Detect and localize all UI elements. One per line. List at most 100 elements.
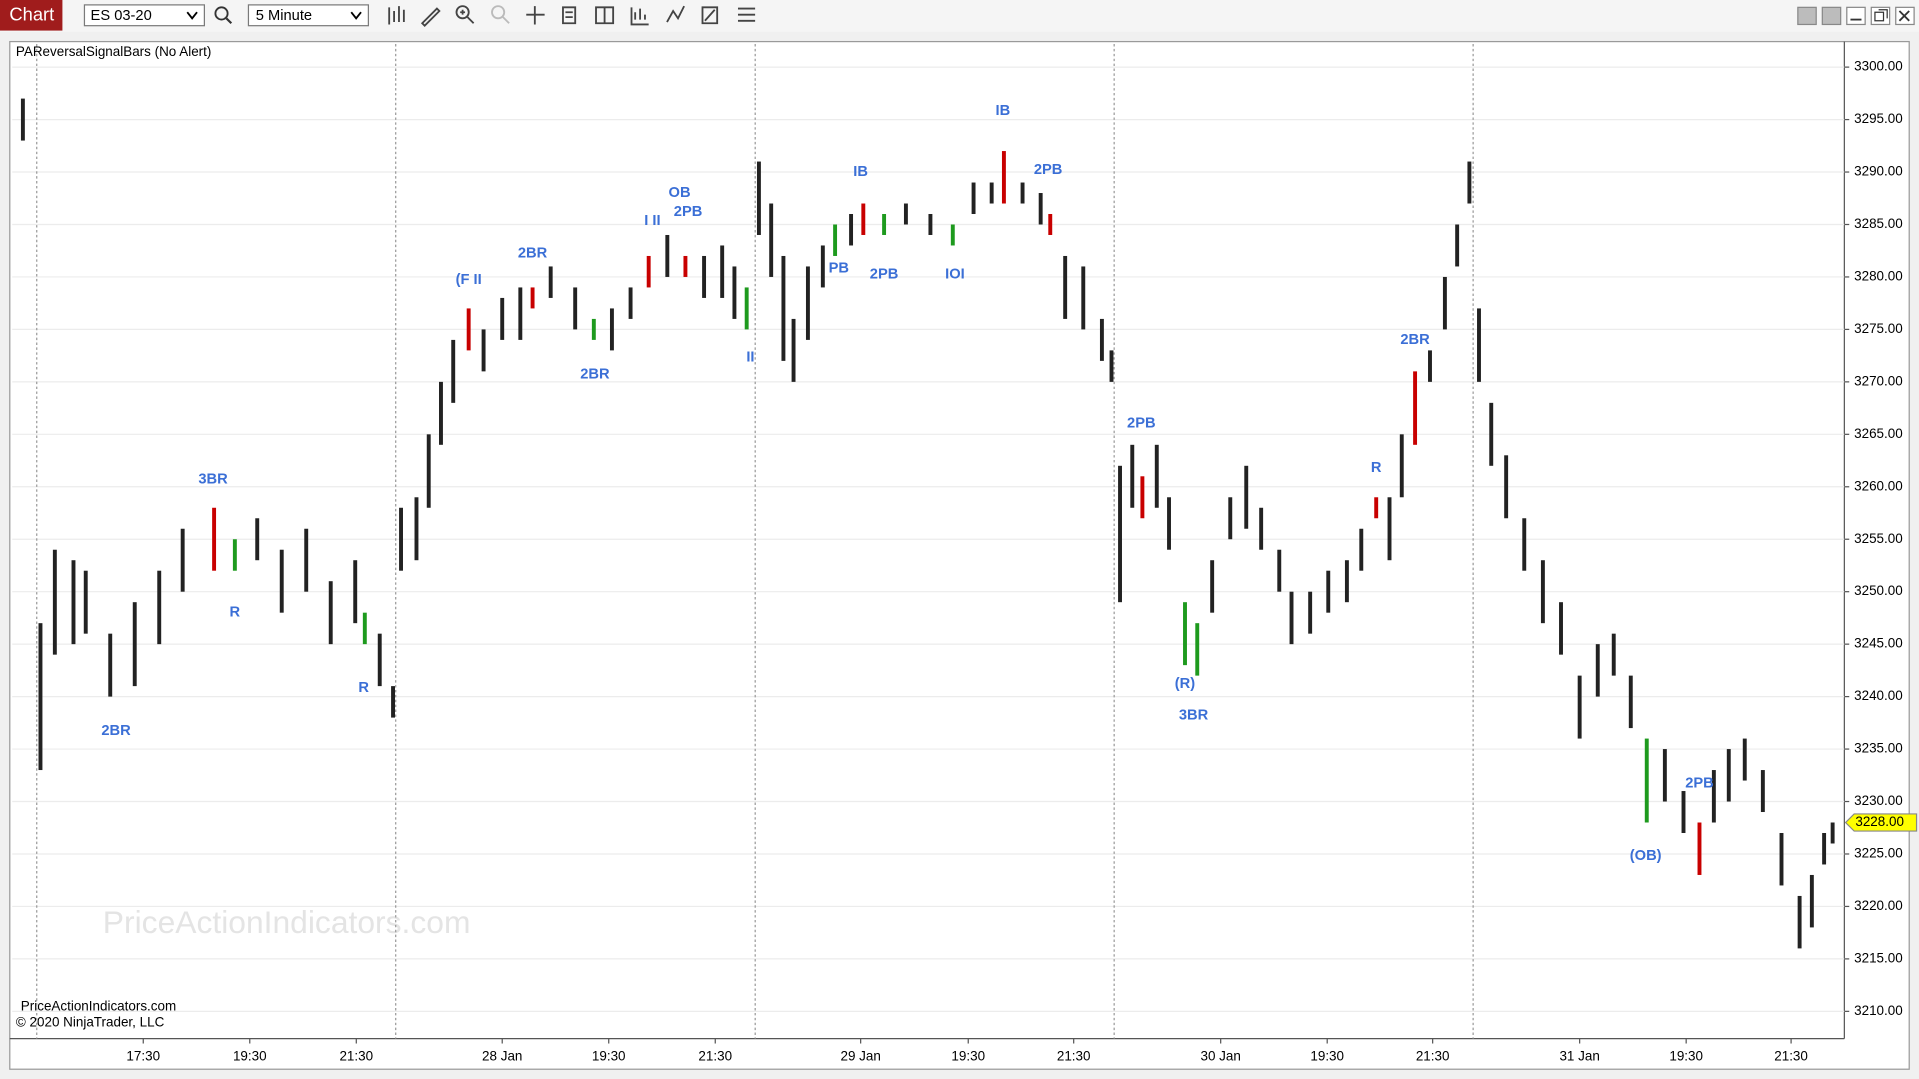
- y-tick-label: 3225.00: [1854, 846, 1903, 861]
- window-controls[interactable]: [1797, 6, 1915, 26]
- price-bar: [38, 623, 43, 771]
- price-bar: [882, 214, 887, 235]
- signal-label: IB: [996, 103, 1011, 119]
- price-bar: [391, 686, 395, 718]
- price-bar: [781, 255, 786, 361]
- chart-tab[interactable]: [0, 0, 63, 31]
- price-bar: [1711, 770, 1716, 823]
- x-tick-label: 19:30: [1310, 1049, 1344, 1064]
- signal-label: R: [1371, 460, 1382, 476]
- watermark: PriceActionIndicators.com: [103, 904, 471, 940]
- price-bar: [1442, 276, 1447, 330]
- signal-label: 2PB: [1685, 776, 1714, 792]
- price-bar: [279, 549, 284, 613]
- price-bar: [180, 528, 185, 592]
- y-tick-label: 3235.00: [1854, 741, 1903, 756]
- chart-panel: [9, 40, 1910, 1070]
- price-bar: [1681, 791, 1686, 833]
- price-bar: [1154, 444, 1159, 508]
- price-bar: [646, 255, 651, 288]
- price-bar: [1048, 214, 1053, 235]
- instrument-select[interactable]: [83, 4, 205, 27]
- price-bar: [132, 602, 137, 687]
- price-bar: [1477, 308, 1481, 382]
- price-bar: [255, 518, 260, 561]
- price-bar: [1742, 738, 1747, 781]
- price-bar: [1611, 633, 1616, 676]
- price-bar: [377, 633, 382, 687]
- price-bar: [769, 203, 774, 277]
- footer-site: PriceActionIndicators.com: [21, 998, 176, 1013]
- dropdown-arrow: [186, 11, 198, 20]
- instrument-label: ES 03-20: [91, 8, 152, 24]
- signal-label: 3BR: [1179, 707, 1209, 723]
- price-bar: [362, 612, 367, 645]
- signal-label: 2PB: [674, 204, 703, 220]
- price-bar: [108, 633, 113, 697]
- price-bar: [1822, 832, 1827, 865]
- toolbar-icons[interactable]: [388, 5, 756, 27]
- price-bar: [1183, 602, 1187, 666]
- x-tick-label: 17:30: [126, 1049, 160, 1064]
- price-bar: [1662, 749, 1667, 802]
- y-tick-label: 3215.00: [1854, 950, 1903, 965]
- y-tick-label: 3260.00: [1854, 478, 1903, 493]
- price-bar: [1289, 591, 1294, 645]
- y-tick-label: 3230.00: [1854, 793, 1903, 808]
- price-bar: [71, 560, 76, 645]
- y-tick-label: 3245.00: [1854, 636, 1903, 651]
- x-tick-label: 30 Jan: [1200, 1049, 1240, 1064]
- signal-label: 2PB: [1127, 416, 1156, 432]
- price-bar: [1779, 832, 1784, 886]
- x-tick-label: 19:30: [951, 1049, 985, 1064]
- price-bar: [1577, 675, 1582, 739]
- price-bar: [20, 98, 25, 141]
- price-bar: [1359, 528, 1364, 571]
- price-bar: [1387, 497, 1392, 561]
- signal-label: IB: [853, 164, 868, 180]
- y-tick-label: 3210.00: [1854, 1003, 1903, 1018]
- price-bar: [732, 266, 737, 319]
- y-tick-label: 3285.00: [1854, 216, 1903, 231]
- signal-label: I II: [644, 213, 660, 229]
- signal-label: (F II: [456, 272, 482, 288]
- price-bar: [928, 214, 933, 235]
- price-bar: [466, 308, 471, 351]
- price-bar: [683, 255, 688, 277]
- x-tick-label: 19:30: [233, 1049, 267, 1064]
- chart-tab-label: Chart: [9, 4, 54, 25]
- price-bar: [950, 224, 955, 246]
- signal-label: II: [746, 350, 754, 366]
- price-bar: [1167, 497, 1171, 550]
- price-bar: [756, 161, 761, 235]
- signal-label: 2BR: [518, 246, 548, 262]
- indicator-label: PAReversalSignalBars (No Alert): [16, 44, 211, 59]
- price-bar: [702, 255, 707, 298]
- price-bar: [1210, 560, 1215, 613]
- price-bar: [609, 308, 614, 351]
- price-bar: [1540, 560, 1545, 624]
- x-tick-label: 21:30: [1416, 1049, 1450, 1064]
- price-bar: [1099, 318, 1104, 361]
- search-icon[interactable]: [214, 6, 229, 21]
- price-bar: [304, 528, 309, 592]
- x-tick-label: 21:30: [339, 1049, 373, 1064]
- signal-label: (OB): [1630, 848, 1662, 864]
- interval-select[interactable]: [247, 4, 369, 27]
- dropdown-arrow: [350, 11, 362, 20]
- y-tick-label: 3265.00: [1854, 426, 1903, 441]
- price-bar: [1140, 476, 1145, 519]
- price-bar: [1489, 402, 1494, 466]
- price-bar: [399, 507, 403, 571]
- x-tick-label: 28 Jan: [482, 1049, 522, 1064]
- price-bar: [1195, 623, 1200, 676]
- price-bar: [1259, 507, 1264, 550]
- y-tick-label: 3220.00: [1854, 898, 1903, 913]
- price-bar: [1063, 255, 1068, 319]
- y-tick-label: 3240.00: [1854, 688, 1903, 703]
- price-bar: [1797, 895, 1802, 949]
- price-bar: [1244, 465, 1249, 529]
- signal-label: 3BR: [198, 471, 228, 487]
